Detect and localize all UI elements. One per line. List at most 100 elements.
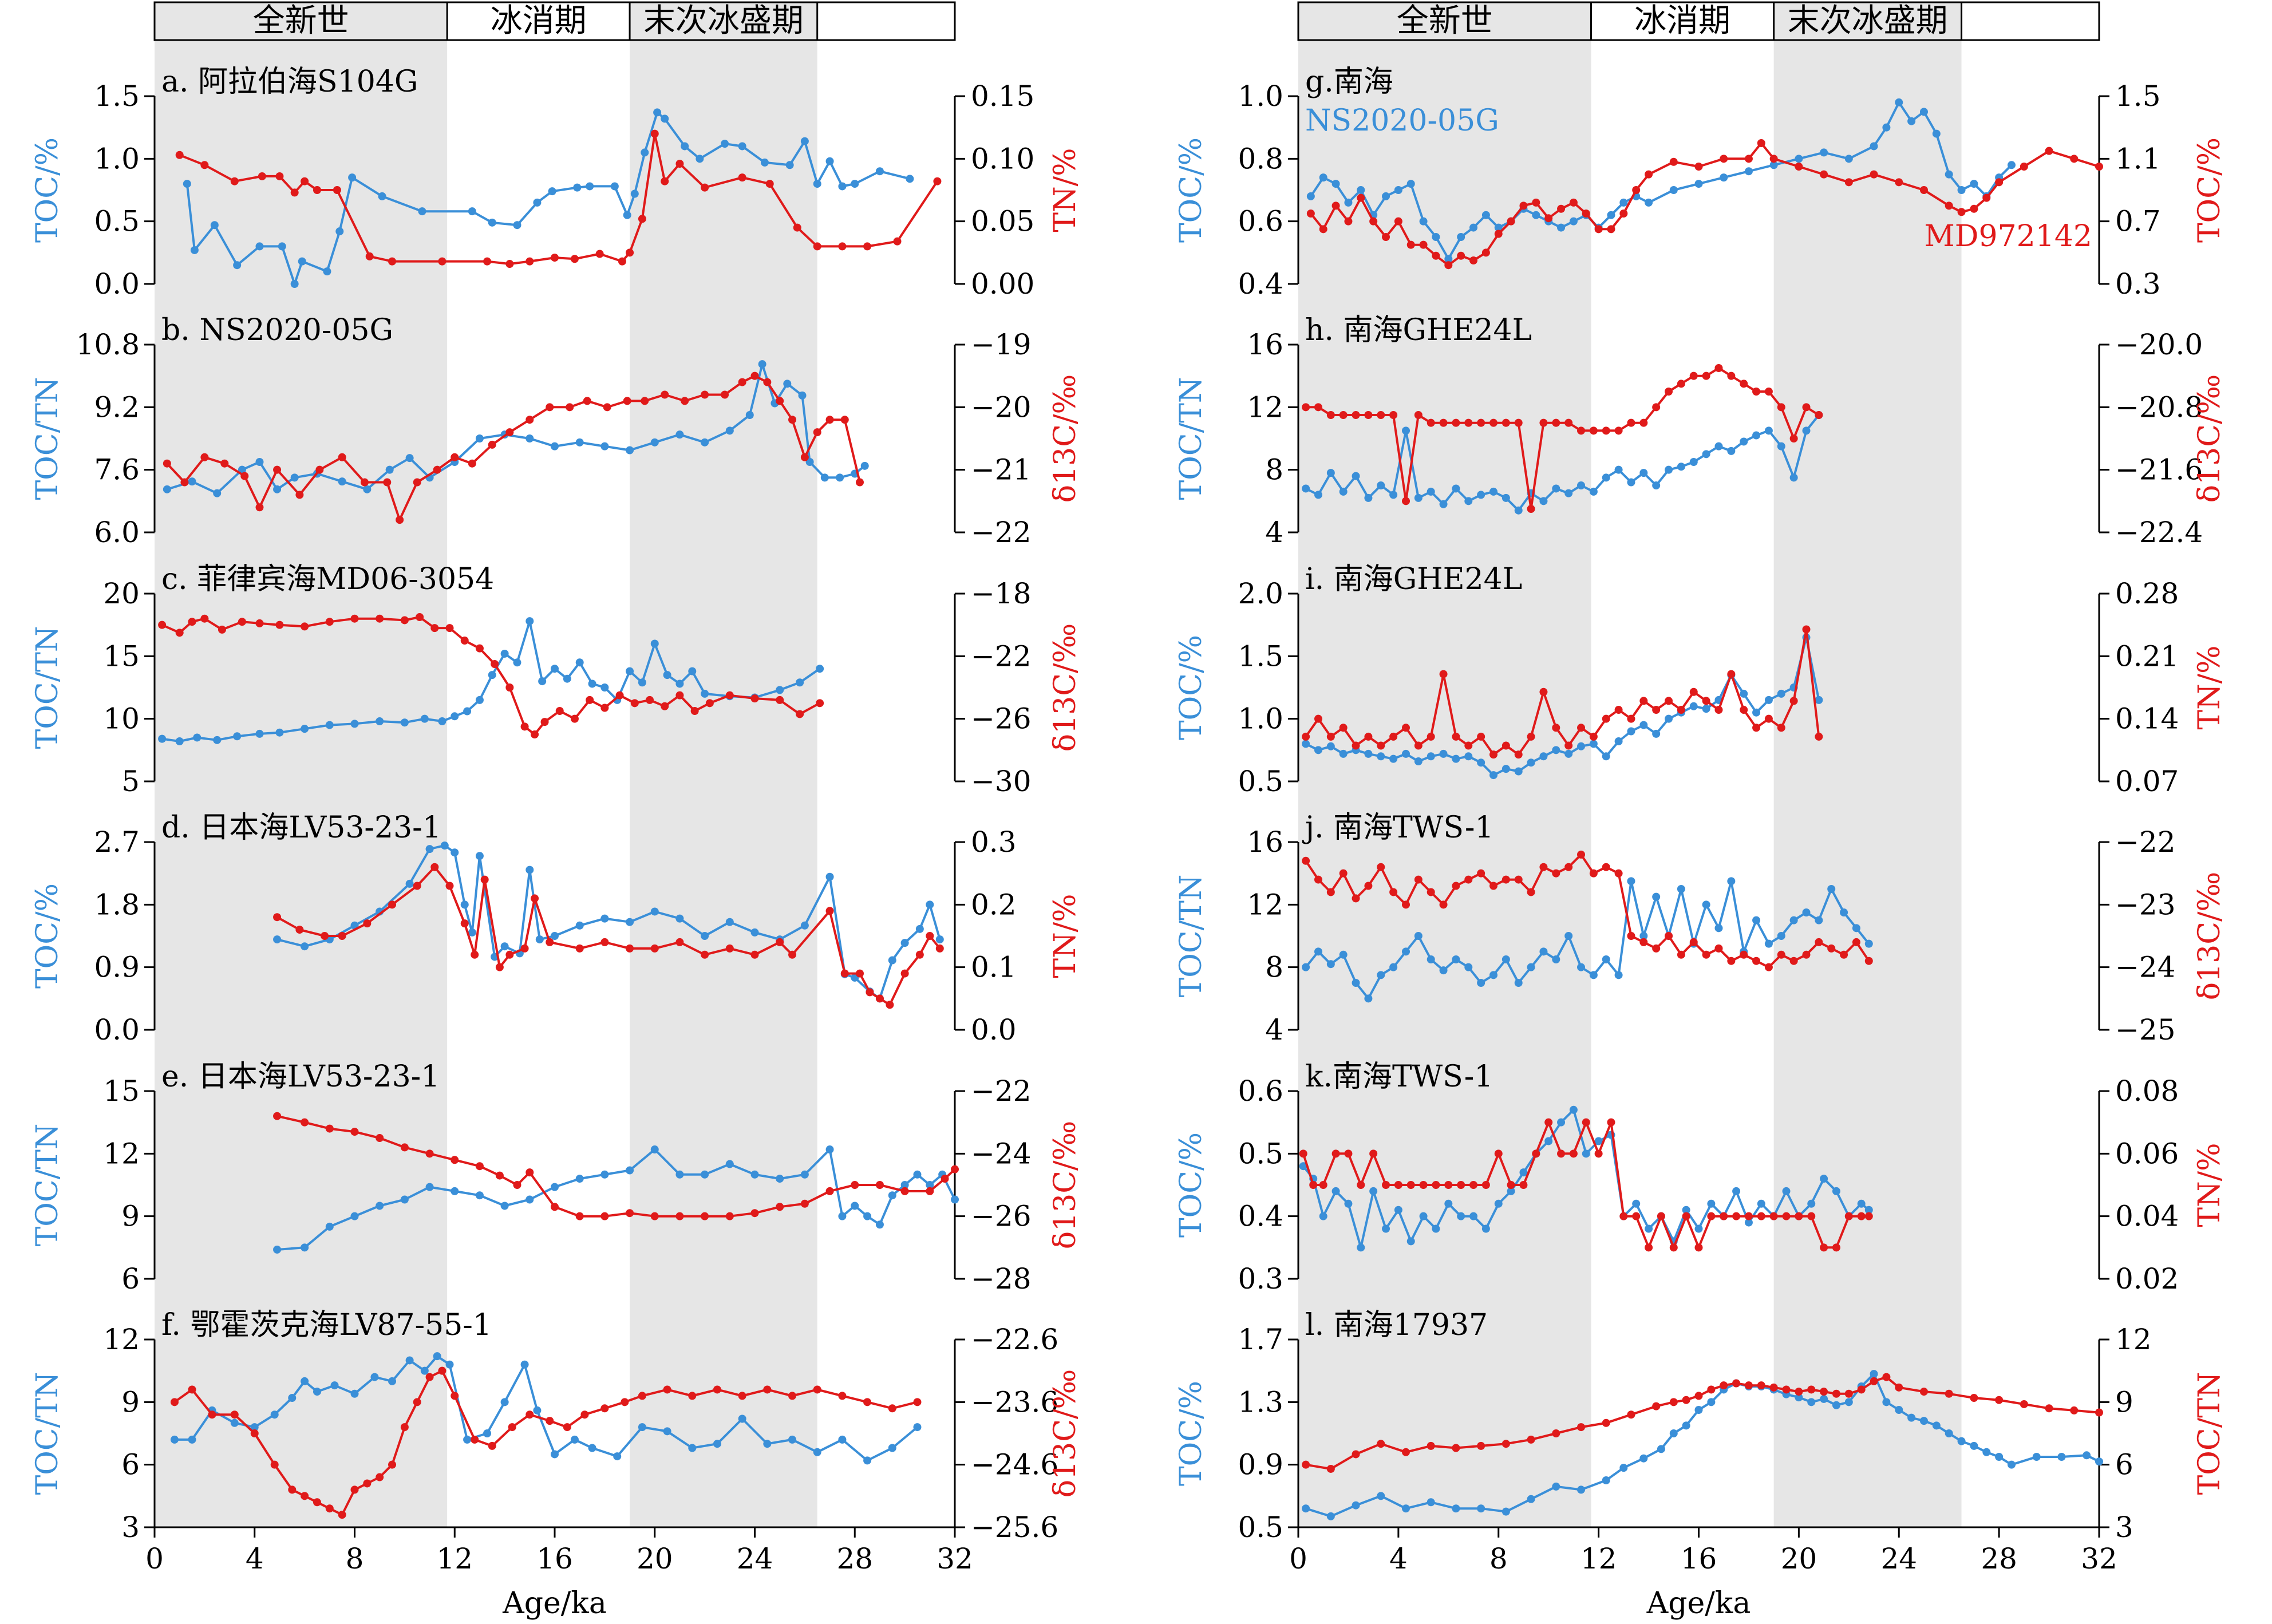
data-point: [1957, 208, 1966, 216]
y-tick-label-right: −21: [971, 453, 1032, 487]
data-point: [1714, 944, 1723, 953]
data-point: [378, 192, 386, 200]
data-point: [750, 1170, 759, 1179]
data-point: [2070, 155, 2079, 163]
data-point: [330, 1381, 339, 1390]
y-tick-label-left: 12: [103, 1323, 140, 1356]
data-point: [1957, 1437, 1966, 1445]
y-axis-label-left: TOC/TN: [1174, 377, 1208, 500]
data-point: [621, 1398, 629, 1406]
data-point: [338, 932, 346, 940]
data-point: [210, 221, 219, 230]
data-point: [1401, 1504, 1410, 1513]
series-line-red: [1305, 1376, 2100, 1470]
data-point: [301, 1243, 309, 1252]
data-point: [230, 177, 239, 185]
data-point: [418, 207, 426, 216]
data-point: [405, 879, 414, 888]
x-tick-label: 4: [1389, 1542, 1408, 1575]
data-point: [1645, 1243, 1653, 1252]
data-point: [1702, 450, 1710, 459]
data-point: [1614, 971, 1623, 979]
data-point: [500, 942, 509, 951]
data-point: [1527, 732, 1535, 741]
data-point: [1895, 178, 1903, 187]
data-point: [1682, 1206, 1690, 1214]
data-point: [468, 928, 476, 937]
data-point: [888, 956, 896, 965]
data-point: [333, 186, 341, 194]
data-point: [663, 671, 671, 679]
y-tick-label-right: −22: [971, 639, 1032, 673]
data-point: [1364, 732, 1373, 741]
data-point: [1464, 752, 1473, 761]
data-point: [1602, 752, 1610, 761]
y-tick-label-right: 0.06: [2115, 1137, 2179, 1170]
data-point: [188, 477, 196, 486]
data-point: [301, 725, 309, 733]
data-point: [1707, 1212, 1716, 1220]
y-axis-label-right: TN/%: [1048, 148, 1082, 232]
data-point: [301, 1377, 309, 1385]
data-point: [1532, 198, 1540, 207]
data-point: [1552, 746, 1560, 754]
data-point: [546, 938, 554, 946]
data-point: [1401, 497, 1410, 505]
data-point: [1306, 192, 1315, 200]
data-point: [495, 1171, 504, 1180]
data-point: [623, 211, 631, 219]
data-point: [1552, 724, 1560, 732]
data-point: [1364, 411, 1373, 419]
y-tick-label-right: −20.0: [2115, 328, 2203, 361]
data-point: [301, 942, 309, 951]
y-tick-label-left: 8: [1265, 951, 1283, 984]
data-point: [1427, 752, 1435, 761]
y-tick-label-right: −26: [971, 702, 1032, 736]
data-point: [1401, 900, 1410, 909]
data-point: [1995, 1453, 2004, 1461]
data-point: [613, 1452, 622, 1461]
data-point: [360, 478, 369, 487]
panel-d: 0.0 0.9 1.8 2.7 0.0 0.1 0.2 0.3 TOC/% TN/% d. 日本海L…: [30, 811, 1082, 1046]
data-point: [440, 841, 449, 850]
y-tick-label-left: 5: [121, 765, 140, 798]
data-point: [1331, 201, 1340, 210]
data-point: [1632, 1199, 1641, 1208]
data-point: [701, 1170, 709, 1179]
data-point: [638, 1423, 646, 1432]
data-point: [1627, 418, 1635, 427]
data-point: [1552, 1429, 1560, 1437]
data-point: [926, 1187, 934, 1195]
data-point: [1802, 908, 1811, 916]
data-point: [1864, 1206, 1873, 1214]
data-point: [1789, 957, 1798, 965]
data-point: [1764, 696, 1773, 704]
data-point: [1720, 173, 1728, 182]
data-point: [301, 1118, 309, 1127]
data-point: [1669, 157, 1678, 166]
x-axis-label: Age/ka: [1646, 1586, 1751, 1621]
data-point: [1669, 1398, 1678, 1406]
data-point: [1789, 473, 1798, 482]
data-point: [776, 938, 784, 946]
data-point: [1364, 749, 1373, 758]
y-axis-label-right: TOC/%: [2192, 137, 2227, 243]
data-point: [1740, 689, 1748, 698]
y-tick-label-left: 16: [1247, 825, 1283, 859]
data-point: [376, 1202, 384, 1210]
data-point: [1439, 749, 1448, 758]
x-tick-label: 0: [1289, 1542, 1307, 1575]
data-point: [800, 1199, 809, 1208]
data-point: [1502, 1507, 1510, 1516]
y-tick-label-right: −22: [971, 516, 1032, 549]
data-point: [1652, 1402, 1661, 1410]
data-point: [475, 1191, 484, 1200]
data-point: [175, 151, 184, 159]
data-point: [1995, 178, 2004, 187]
data-point: [1852, 938, 1860, 946]
data-point: [1452, 882, 1460, 890]
y-tick-label-left: 1.3: [1238, 1385, 1283, 1418]
data-point: [1557, 1118, 1566, 1127]
data-point: [255, 729, 264, 738]
